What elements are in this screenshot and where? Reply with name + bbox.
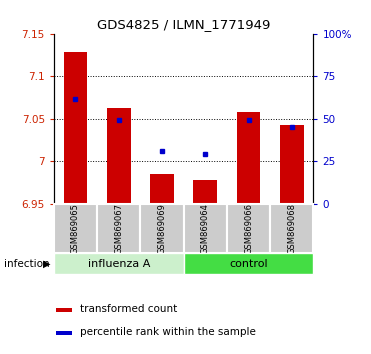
Text: influenza A: influenza A [88, 259, 150, 269]
Bar [237, 112, 260, 204]
Text: GSM869068: GSM869068 [288, 203, 296, 254]
Bar [63, 52, 87, 204]
Bar [150, 174, 174, 204]
Bar [56, 308, 72, 312]
Bar [280, 125, 304, 204]
Bar [227, 204, 270, 253]
Title: GDS4825 / ILMN_1771949: GDS4825 / ILMN_1771949 [97, 18, 270, 31]
Bar [56, 331, 72, 335]
Text: GSM869065: GSM869065 [71, 203, 80, 254]
Text: GSM869067: GSM869067 [114, 203, 123, 254]
Text: control: control [229, 259, 268, 269]
Bar [54, 204, 97, 253]
Text: ▶: ▶ [43, 259, 50, 269]
Bar [193, 180, 217, 204]
Text: GSM869069: GSM869069 [158, 203, 167, 254]
Text: percentile rank within the sample: percentile rank within the sample [80, 326, 256, 337]
Bar [184, 204, 227, 253]
Bar [140, 204, 184, 253]
Bar [270, 204, 313, 253]
Text: infection: infection [4, 259, 49, 269]
Text: GSM869064: GSM869064 [201, 203, 210, 254]
Bar [184, 253, 313, 274]
Bar [54, 253, 184, 274]
Bar [97, 204, 140, 253]
Text: transformed count: transformed count [80, 303, 177, 314]
Bar [107, 108, 131, 204]
Text: GSM869066: GSM869066 [244, 203, 253, 254]
